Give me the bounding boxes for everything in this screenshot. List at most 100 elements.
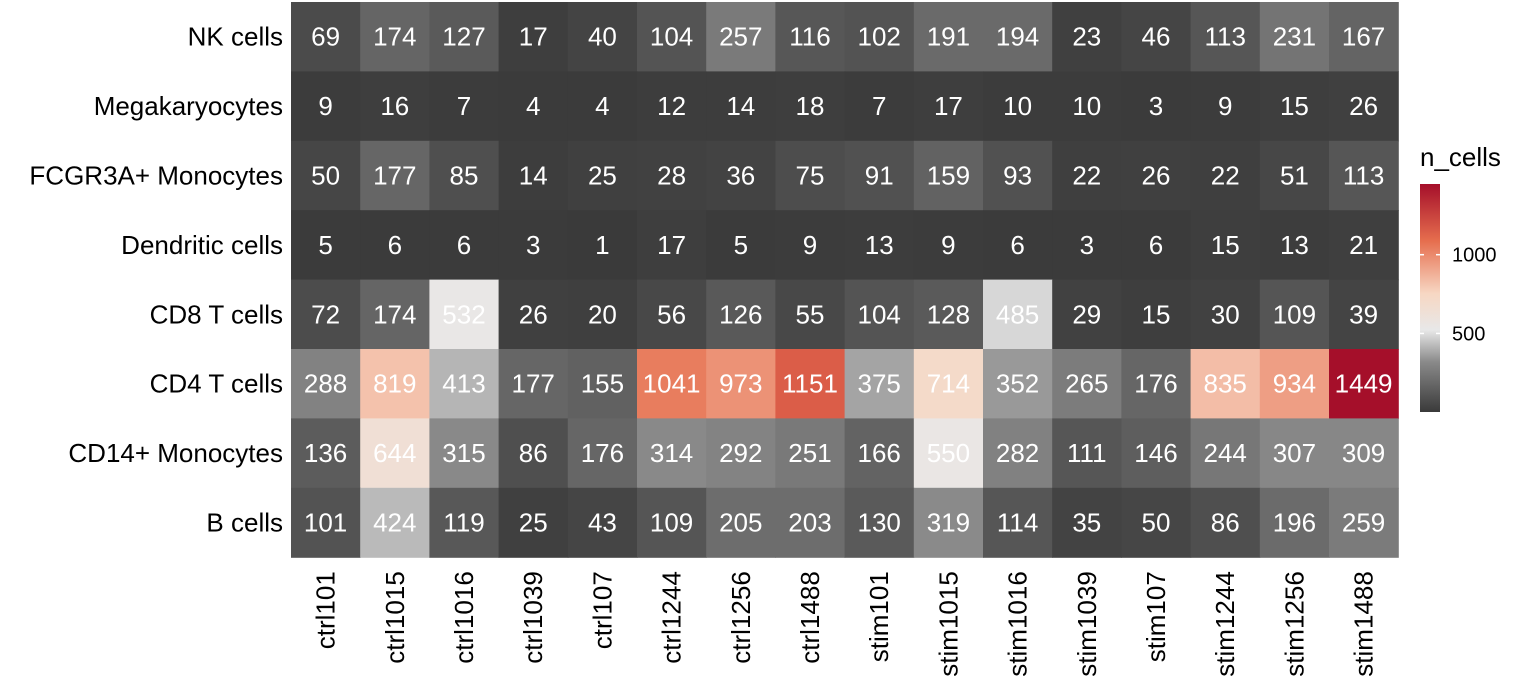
heatmap-cell	[775, 279, 846, 350]
cell-value-label: 116	[789, 22, 830, 52]
cell-value-label: 104	[858, 299, 901, 329]
cell-value-label: 21	[1349, 230, 1378, 260]
heatmap-cell	[637, 418, 707, 489]
heatmap-cell	[567, 210, 638, 281]
cell-value-label: 15	[1142, 299, 1171, 329]
heatmap-cell	[291, 71, 361, 142]
cell-value-label: 20	[588, 299, 617, 329]
heatmap-cells: 69 174 127 17 40 104 257 116 102 191 194 23 46 113 231…	[291, 2, 1399, 558]
cell-value-label: 5	[318, 230, 332, 260]
cell-value-label: 39	[1349, 299, 1378, 329]
cell-value-label: 6	[457, 230, 471, 260]
cell-value-label: 136	[304, 438, 347, 468]
heatmap-cell	[844, 487, 915, 558]
heatmap-cell	[291, 487, 361, 558]
heatmap-cell	[1121, 279, 1192, 350]
heatmap-cell	[1052, 349, 1122, 419]
cell-value-label: 15	[1211, 230, 1240, 260]
heatmap-cell	[706, 418, 776, 489]
heatmap-cell	[567, 418, 638, 489]
heatmap-cell	[360, 279, 430, 350]
row-label-cd14-monocytes: CD14+ Monocytes	[68, 438, 283, 468]
heatmap-cell	[498, 418, 569, 489]
cell-value-label: 126	[719, 299, 762, 329]
cell-value-label: 4	[526, 91, 540, 121]
cell-value-label: 127	[442, 22, 485, 52]
cell-value-label: 176	[581, 438, 624, 468]
cell-value-label: 315	[442, 438, 485, 468]
heatmap-cell	[360, 2, 430, 72]
heatmap-cell	[1052, 140, 1122, 211]
cell-value-label: 166	[858, 438, 901, 468]
heatmap-cell	[1121, 210, 1192, 281]
cell-value-label: 113	[1343, 161, 1384, 191]
heatmap-cell	[429, 487, 500, 558]
cell-value-label: 23	[1072, 22, 1101, 52]
heatmap-cell	[360, 349, 430, 419]
heatmap-cell	[913, 2, 984, 72]
cell-value-label: 1449	[1335, 369, 1393, 399]
heatmap-cell	[913, 71, 984, 142]
cell-value-label: 265	[1065, 369, 1108, 399]
row-labels: NK cells Megakaryocytes FCGR3A+ Monocytes D…	[29, 22, 283, 538]
cell-value-label: 25	[588, 161, 617, 191]
cell-value-label: 9	[318, 91, 332, 121]
cell-value-label: 6	[388, 230, 402, 260]
cell-value-label: 111	[1067, 438, 1107, 468]
heatmap-cell	[637, 140, 707, 211]
cell-value-label: 86	[1211, 508, 1240, 538]
legend-tick-label: 1000	[1452, 245, 1497, 267]
cell-value-label: 6	[1010, 230, 1024, 260]
heatmap-cell	[1190, 487, 1261, 558]
cell-value-label: 30	[1211, 299, 1240, 329]
cell-value-label: 167	[1342, 22, 1385, 52]
heatmap-cell	[637, 2, 707, 72]
heatmap-cell	[1259, 2, 1330, 72]
heatmap-cell	[498, 487, 569, 558]
cell-value-label: 9	[941, 230, 955, 260]
cell-value-label: 25	[519, 508, 548, 538]
heatmap-cell	[498, 349, 569, 419]
heatmap-cell	[706, 71, 776, 142]
heatmap-cell	[291, 210, 361, 281]
heatmap-cell	[360, 140, 430, 211]
heatmap-cell	[637, 210, 707, 281]
cell-value-label: 352	[996, 369, 1039, 399]
heatmap-cell	[637, 71, 707, 142]
heatmap-cell	[637, 349, 707, 419]
cell-value-label: 75	[796, 161, 825, 191]
column-label-ctrl1016: ctrl1016	[449, 571, 479, 664]
column-label-ctrl1244: ctrl1244	[657, 571, 687, 664]
heatmap-cell	[983, 349, 1053, 419]
cell-value-label: 3	[526, 230, 540, 260]
heatmap-cell	[913, 140, 984, 211]
heatmap-cell	[429, 71, 500, 142]
heatmap-cell	[1259, 487, 1330, 558]
heatmap-cell	[706, 349, 776, 419]
cell-value-label: 114	[997, 508, 1038, 538]
heatmap-cell	[1052, 2, 1122, 72]
cell-value-label: 56	[657, 299, 686, 329]
row-label-b-cells: B cells	[206, 508, 283, 538]
cell-value-label: 109	[1273, 299, 1316, 329]
heatmap-cell	[1329, 418, 1399, 489]
cell-value-label: 550	[927, 438, 970, 468]
heatmap-cell	[1329, 487, 1399, 558]
heatmap-cell	[983, 210, 1053, 281]
heatmap-cell	[983, 418, 1053, 489]
cell-value-label: 644	[373, 438, 416, 468]
heatmap-cell	[983, 140, 1053, 211]
column-labels: ctrl101 ctrl1015 ctrl1016 ctrl1039 ctrl107 ct…	[311, 571, 1379, 677]
heatmap-cell	[1329, 140, 1399, 211]
cell-value-label: 26	[1349, 91, 1378, 121]
heatmap-cell	[775, 2, 846, 72]
heatmap-cell	[567, 487, 638, 558]
cell-value-label: 50	[1142, 508, 1171, 538]
cell-value-label: 259	[1342, 508, 1385, 538]
cell-value-label: 191	[927, 22, 970, 52]
cell-value-label: 10	[1003, 91, 1032, 121]
heatmap-cell	[637, 487, 707, 558]
column-label-stim1256: stim1256	[1279, 571, 1309, 677]
cell-value-label: 72	[311, 299, 340, 329]
cell-value-label: 973	[719, 369, 762, 399]
